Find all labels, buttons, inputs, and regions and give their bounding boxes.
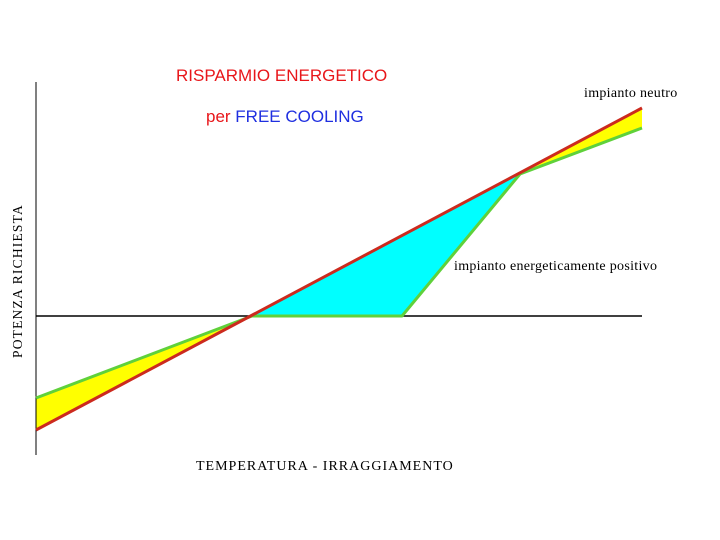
y-axis-label: POTENZA RICHIESTA (10, 204, 25, 358)
title-line-1: RISPARMIO ENERGETICO (176, 66, 388, 85)
title-line-2: per FREE COOLING (206, 107, 364, 127)
title-line-2-highlight: FREE COOLING (235, 107, 364, 126)
label-neutral-plant: impianto neutro (584, 86, 678, 101)
title-line-2-prefix: per (206, 107, 236, 126)
label-positive-plant: impianto energeticamente positivo (454, 259, 658, 274)
x-axis-label: TEMPERATURA - IRRAGGIAMENTO (196, 459, 454, 474)
required-power-line (35, 106, 643, 432)
supplied-power-line (35, 126, 643, 400)
